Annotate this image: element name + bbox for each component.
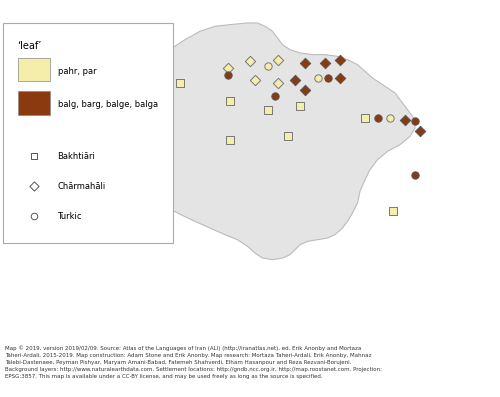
Text: balg, barg, balge, balga: balg, barg, balge, balga (58, 100, 158, 109)
Point (284, 133, 292, 139)
Point (274, 56, 281, 63)
Point (361, 115, 369, 121)
Point (386, 115, 394, 121)
Text: Lexical variation in Chahar Mahal va Bakhtiari Province: ‘leaf’: Lexical variation in Chahar Mahal va Bak… (44, 0, 456, 1)
Polygon shape (90, 23, 415, 260)
Text: Turkic: Turkic (58, 212, 82, 221)
Point (411, 118, 419, 125)
Point (224, 65, 232, 71)
Point (401, 116, 409, 123)
Point (336, 56, 344, 63)
Point (301, 60, 309, 66)
Text: Map © 2019, version 2019/02/09. Source: Atlas of the Languages of Iran (ALI) (ht: Map © 2019, version 2019/02/09. Source: … (5, 345, 382, 379)
Point (321, 60, 329, 66)
Point (224, 71, 232, 78)
Point (301, 87, 309, 93)
Text: pahr, par: pahr, par (58, 67, 96, 76)
Point (291, 77, 299, 83)
Point (226, 137, 234, 143)
Point (411, 172, 419, 178)
Point (246, 58, 254, 64)
Bar (18, 58, 50, 81)
Text: Chārmahāli: Chārmahāli (58, 182, 106, 191)
Text: ‘leaf’: ‘leaf’ (18, 41, 42, 51)
Point (274, 80, 281, 86)
Point (264, 63, 272, 69)
Point (388, 208, 396, 214)
Point (176, 80, 184, 86)
Point (336, 75, 344, 81)
Point (324, 75, 332, 81)
Point (271, 93, 279, 100)
Point (30, 183, 38, 189)
Point (296, 103, 304, 110)
Point (30, 153, 38, 160)
Point (416, 128, 424, 135)
Point (164, 121, 172, 128)
Point (264, 106, 272, 113)
Point (226, 98, 234, 104)
Point (251, 77, 259, 83)
Point (374, 115, 382, 121)
Point (30, 213, 38, 220)
Point (314, 75, 322, 81)
FancyBboxPatch shape (2, 23, 172, 243)
Point (131, 58, 139, 64)
Text: Bakhtiāri: Bakhtiāri (58, 152, 96, 161)
Bar (18, 91, 50, 115)
